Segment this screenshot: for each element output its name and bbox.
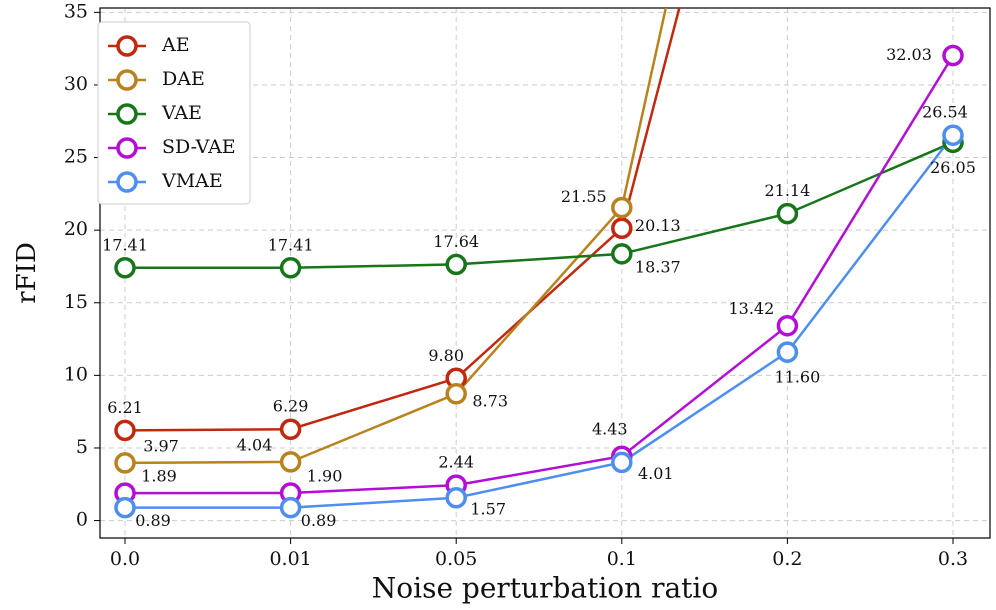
value-label: 21.14 xyxy=(764,181,810,200)
point xyxy=(445,253,467,276)
y-tick-label: 0 xyxy=(76,509,88,531)
series-line xyxy=(125,134,954,509)
value-label: 11.60 xyxy=(774,368,820,387)
legend-label: VAE xyxy=(161,102,202,124)
point xyxy=(776,202,799,225)
point xyxy=(279,496,302,519)
labels: 6.21 6.29 9.80 20.13 3.97 4.04 8.73 21.55 17.41 1… xyxy=(102,45,976,530)
legend-marker xyxy=(116,171,138,193)
point xyxy=(611,243,633,265)
point xyxy=(114,496,136,519)
legend: AE DAE VAE SD-VAE VMAE xyxy=(97,21,251,205)
x-tick-label: 0.3 xyxy=(938,548,968,570)
value-label: 4.01 xyxy=(638,464,674,483)
point xyxy=(776,314,799,337)
y-tick-label: 15 xyxy=(64,291,88,313)
value-label: 6.29 xyxy=(273,397,309,416)
x-axis-label: Noise perturbation ratio xyxy=(372,572,718,605)
y-tick-label: 35 xyxy=(64,0,88,22)
value-label: 6.21 xyxy=(107,398,143,417)
point xyxy=(445,383,467,405)
value-label: 26.05 xyxy=(930,158,976,177)
value-label: 32.03 xyxy=(886,45,932,64)
point xyxy=(114,419,136,442)
legend-label: AE xyxy=(161,34,190,56)
value-label: 1.57 xyxy=(470,499,506,518)
value-label: 0.89 xyxy=(135,511,171,530)
point xyxy=(279,451,302,473)
x-tick-label: 0.0 xyxy=(110,548,140,570)
value-label: 20.13 xyxy=(635,216,681,235)
point xyxy=(114,257,136,279)
value-label: 1.90 xyxy=(307,466,343,485)
point xyxy=(445,487,467,509)
value-label: 13.42 xyxy=(728,299,774,318)
point xyxy=(279,418,302,440)
point xyxy=(279,257,302,279)
legend-marker xyxy=(116,137,138,159)
x-tick-label: 0.2 xyxy=(772,548,802,570)
value-label: 18.37 xyxy=(635,257,681,276)
value-label: 2.44 xyxy=(438,453,474,472)
value-label: 17.41 xyxy=(268,235,314,254)
value-label: 0.89 xyxy=(301,511,337,530)
value-label: 9.80 xyxy=(428,346,464,365)
value-label: 4.43 xyxy=(592,420,628,439)
legend-marker xyxy=(116,35,138,57)
y-axis-label: rFID xyxy=(12,242,42,304)
legend-label: VMAE xyxy=(161,170,223,192)
value-label: 4.04 xyxy=(237,435,273,454)
x-tick-label: 0.01 xyxy=(269,548,311,570)
point xyxy=(114,452,136,474)
value-label: 17.41 xyxy=(102,235,148,254)
series-line xyxy=(125,141,954,270)
value-label: 3.97 xyxy=(143,436,179,455)
value-label: 17.64 xyxy=(433,232,479,251)
value-label: 1.89 xyxy=(141,467,177,486)
y-tick-label: 20 xyxy=(64,218,88,240)
legend-label: SD-VAE xyxy=(162,136,236,158)
value-label: 8.73 xyxy=(472,391,508,410)
x-tick-label: 0.1 xyxy=(607,548,637,570)
point xyxy=(776,341,799,363)
point xyxy=(942,44,964,67)
value-label: 26.54 xyxy=(922,103,968,122)
point xyxy=(942,124,964,146)
legend-marker xyxy=(116,69,138,91)
point xyxy=(611,196,633,219)
point xyxy=(611,217,633,240)
plot-frame xyxy=(99,7,991,539)
legend-box xyxy=(97,21,251,205)
y-tick-label: 25 xyxy=(64,146,88,168)
value-label: 21.55 xyxy=(561,187,607,206)
y-tick-label: 5 xyxy=(76,436,88,458)
x-tick-label: 0.05 xyxy=(435,548,477,570)
point xyxy=(611,451,633,474)
legend-label: DAE xyxy=(162,68,205,90)
plot xyxy=(114,8,964,519)
y-tick-label: 30 xyxy=(64,73,88,95)
legend-marker xyxy=(116,103,138,125)
y-tick-label: 10 xyxy=(64,363,88,385)
series-line xyxy=(124,54,955,495)
